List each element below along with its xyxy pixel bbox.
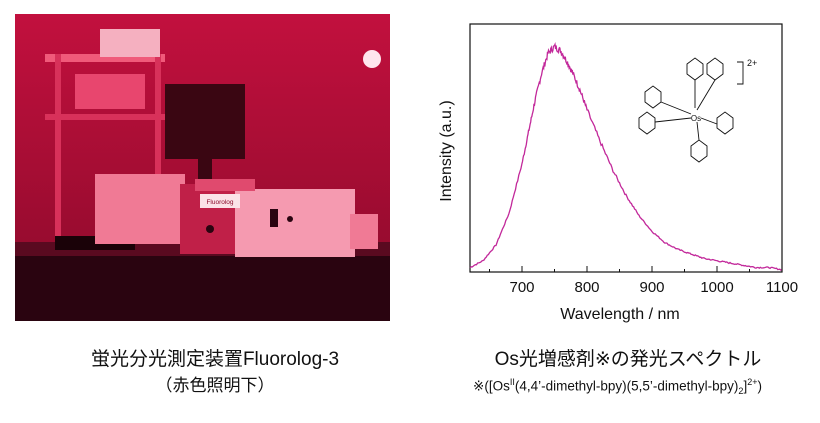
x-tick-label: 700 xyxy=(509,279,534,296)
instrument-label-plate xyxy=(200,194,240,208)
formula-subscript: 2 xyxy=(738,386,744,397)
x-tick-label: 900 xyxy=(639,279,664,296)
bpy-ring-6 xyxy=(690,139,708,163)
instrument-photo: Fluorolog xyxy=(15,14,390,321)
monitor-stand xyxy=(198,159,212,179)
emission-spectrum-chart: 700 800 900 1000 1100 Wavelength / nm Intens… xyxy=(438,23,798,323)
instrument-right-box xyxy=(235,189,355,257)
left-caption-line-2: （赤色照明下） xyxy=(155,376,275,395)
structure-metal-label: Os xyxy=(691,114,701,123)
bpy-ring-1 xyxy=(686,57,704,81)
formula-bracket: ] xyxy=(743,378,748,394)
bpy-ring-4 xyxy=(638,111,656,135)
shelf-post-2 xyxy=(155,54,161,254)
bpy-ring-2 xyxy=(706,57,724,81)
right-caption-line-1: Os光増感剤※の発光スペクトル xyxy=(494,349,762,370)
sample-unit xyxy=(350,214,378,249)
x-tick-label: 800 xyxy=(574,279,599,296)
formula-oxidation-state: II xyxy=(509,377,515,387)
os-complex-structure xyxy=(638,57,744,163)
shelf-left-2 xyxy=(45,114,165,120)
x-tick-label: 1100 xyxy=(766,279,798,296)
formula-close: ) xyxy=(757,378,762,394)
structure-charge-label: 2+ xyxy=(747,58,757,68)
instrument-left-box xyxy=(95,174,185,244)
shelf-left xyxy=(45,54,165,62)
plot-frame xyxy=(469,23,783,273)
instrument-knob-2 xyxy=(287,216,293,222)
spectrum-line xyxy=(469,42,783,271)
instrument-slot xyxy=(270,209,278,227)
chart-ticks: 700 800 900 1000 1100 xyxy=(489,266,798,296)
bench xyxy=(15,254,390,321)
instrument-knob xyxy=(206,225,214,233)
right-caption-line-2: ※([OsII(4,4’-dimethyl-bpy)(5,5’-dimethyl… xyxy=(420,377,815,396)
left-caption-line-1: 蛍光分光測定装置Fluorolog-3 xyxy=(90,349,340,370)
y-axis-label: Intensity (a.u.) xyxy=(438,100,455,201)
box-mid xyxy=(75,74,145,109)
instrument-label: Fluorolog xyxy=(206,199,233,206)
shelf-post xyxy=(55,54,61,254)
formula-ligands: (4,4’-dimethyl-bpy)(5,5’-dimethyl-bpy) xyxy=(514,378,739,394)
formula-charge: 2+ xyxy=(747,377,758,387)
x-tick-label: 1000 xyxy=(700,279,733,296)
formula-prefix: ※([Os xyxy=(473,378,510,394)
bpy-ring-5 xyxy=(716,111,734,135)
instrument-top xyxy=(195,179,255,191)
box-top xyxy=(100,29,160,57)
chart-axes xyxy=(469,23,783,273)
monitor xyxy=(165,84,245,159)
lamp-light xyxy=(363,50,381,68)
x-axis-label: Wavelength / nm xyxy=(560,306,679,323)
bpy-ring-3 xyxy=(644,85,662,109)
